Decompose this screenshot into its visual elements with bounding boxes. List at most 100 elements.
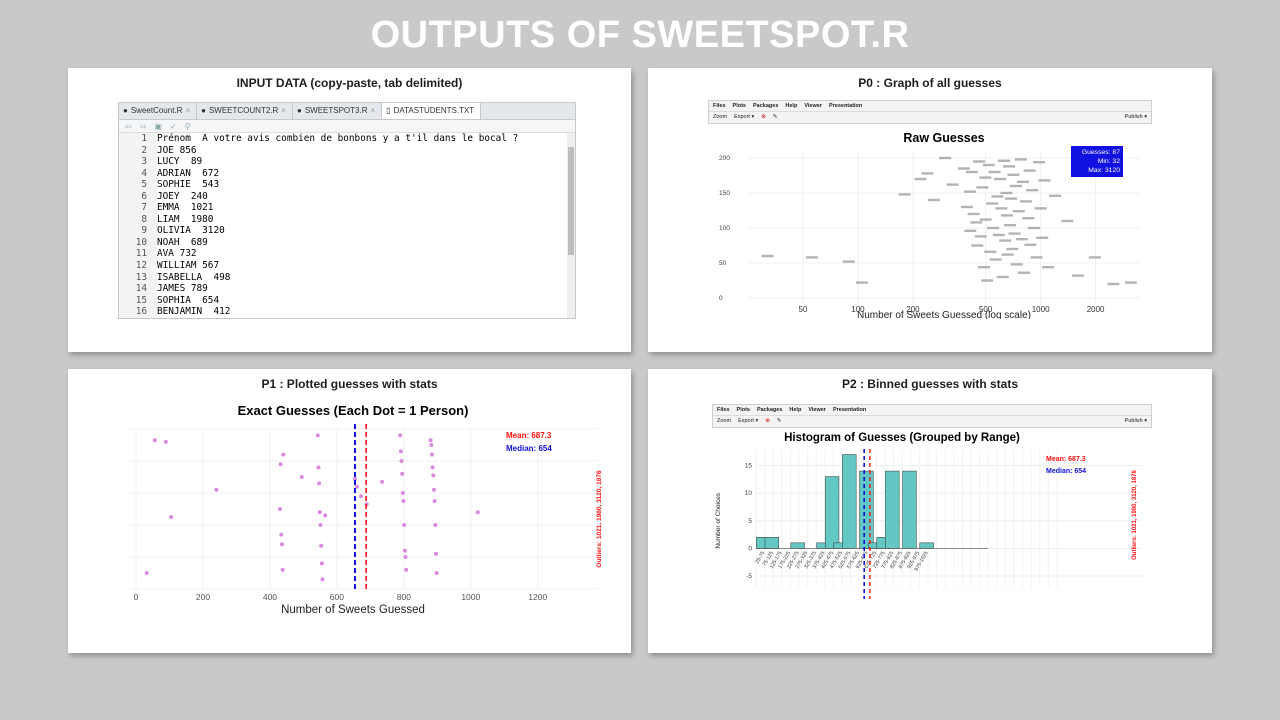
data-point: [401, 499, 406, 503]
data-point: [315, 433, 320, 438]
line-number: 14: [119, 283, 157, 295]
point-label: [1007, 173, 1020, 176]
data-point: [400, 491, 405, 495]
point-label: [963, 190, 976, 193]
tab-presentation[interactable]: Presentation: [828, 103, 863, 109]
data-point: [317, 510, 322, 515]
export-button[interactable]: Export ▾: [738, 418, 759, 424]
point-label: [1000, 214, 1013, 217]
point-label: [1049, 194, 1062, 197]
point-label: [987, 226, 1000, 230]
remove-plot-icon[interactable]: ⊗: [761, 114, 766, 120]
close-icon[interactable]: ×: [185, 106, 191, 115]
line-number: 15: [119, 294, 157, 307]
editor-tab[interactable]: ● SweetCount.R ×: [119, 103, 198, 119]
tab-packages[interactable]: Packages: [757, 407, 783, 413]
data-point: [354, 484, 359, 489]
data-point: [163, 439, 168, 444]
tab-help[interactable]: Help: [789, 407, 802, 413]
line-text: ADRIAN 672: [157, 167, 220, 179]
data-point: [428, 438, 433, 443]
point-label: [842, 260, 855, 263]
forward-icon[interactable]: ⇨: [139, 121, 147, 131]
publish-button[interactable]: Publish ▾: [1124, 418, 1147, 424]
data-point: [316, 465, 321, 470]
point-label: [965, 170, 978, 174]
tab-plots[interactable]: Plots: [736, 407, 750, 413]
tab-presentation[interactable]: Presentation: [832, 407, 867, 413]
point-label: [1088, 256, 1101, 259]
zoom-button[interactable]: Zoom: [717, 418, 732, 424]
editor-toolbar: ⇦ ⇨ ▣ ✓ ⚲: [119, 120, 575, 133]
search-icon[interactable]: ⚲: [184, 121, 191, 131]
text-file-icon: ▯: [386, 106, 391, 115]
point-label: [1024, 243, 1037, 246]
data-point: [279, 532, 284, 537]
tab-packages[interactable]: Packages: [753, 103, 779, 109]
zoom-button[interactable]: Zoom: [713, 114, 728, 120]
rstudio-tabs: Files Plots Packages Help Viewer Present…: [713, 405, 1151, 416]
scrollbar-thumb[interactable]: [568, 147, 574, 255]
data-point: [323, 513, 328, 518]
point-label: [971, 244, 984, 247]
data-point: [352, 476, 357, 481]
close-icon[interactable]: ×: [281, 106, 286, 115]
remove-plot-icon[interactable]: ⊗: [765, 418, 770, 424]
point-label: [1012, 210, 1025, 213]
r-file-icon: ●: [201, 106, 206, 115]
data-point: [403, 555, 408, 559]
x-tick-label: 200: [906, 305, 920, 314]
tab-help[interactable]: Help: [785, 103, 798, 109]
tab-viewer[interactable]: Viewer: [804, 103, 822, 109]
data-point: [434, 571, 439, 575]
data-point: [402, 548, 407, 553]
point-label: [1026, 189, 1039, 192]
line-number: 12: [119, 260, 157, 272]
close-icon[interactable]: ×: [370, 106, 376, 115]
y-tick-label: 5: [748, 518, 752, 525]
data-point: [281, 452, 286, 457]
editor-tab[interactable]: ● SWEETSPOT3.R ×: [293, 103, 383, 119]
tab-viewer[interactable]: Viewer: [808, 407, 826, 413]
point-label: [1022, 217, 1035, 220]
line-number: 4: [119, 167, 157, 180]
point-label: [979, 176, 992, 179]
export-button[interactable]: Export ▾: [734, 114, 755, 120]
spellcheck-icon[interactable]: ✓: [169, 121, 177, 131]
line-text: SOPHIE 543: [157, 179, 220, 191]
data-point: [280, 567, 285, 572]
data-point: [318, 523, 323, 527]
code-line: 1 Prénom A votre avis combien de bonbons …: [119, 133, 575, 145]
code-line: 15 SOPHIA 654: [119, 294, 575, 307]
histogram-bar: [919, 542, 934, 549]
point-label: [978, 266, 991, 269]
p2-panel: P2 : Binned guesses with stats Files Plo…: [648, 369, 1212, 653]
tab-files[interactable]: Files: [713, 103, 726, 109]
chart-title: Raw Guesses: [903, 131, 984, 145]
point-label: [979, 218, 992, 221]
editor-tab-active[interactable]: ▯ DATASTUDENTS.TXT: [382, 103, 482, 119]
code-area[interactable]: 1 Prénom A votre avis combien de bonbons …: [119, 133, 575, 318]
code-line: 11 AVA 732: [119, 248, 575, 261]
tab-files[interactable]: Files: [717, 407, 730, 413]
code-line: 2 JOE 856: [119, 144, 575, 157]
y-tick-label: 0: [748, 545, 752, 552]
point-label: [1003, 165, 1016, 168]
broom-icon[interactable]: ✎: [772, 114, 778, 120]
tab-plots[interactable]: Plots: [732, 103, 746, 109]
publish-button[interactable]: Publish ▾: [1124, 114, 1147, 120]
mean-label: Mean: 687.3: [506, 431, 552, 440]
y-axis-label: Number of Choices: [715, 492, 722, 548]
line-text: WILLIAM 567: [157, 260, 220, 272]
save-icon[interactable]: ▣: [154, 121, 162, 131]
line-number: 9: [119, 225, 157, 237]
x-tick-label: 500: [979, 305, 993, 314]
stats-box: [1071, 146, 1123, 177]
back-icon[interactable]: ⇦: [125, 121, 132, 131]
editor-tab[interactable]: ● SWEETCOUNT2.R ×: [197, 103, 293, 119]
vertical-scrollbar[interactable]: [567, 133, 575, 318]
point-label: [984, 250, 997, 253]
data-point: [433, 551, 438, 556]
point-label: [946, 183, 959, 186]
broom-icon[interactable]: ✎: [776, 418, 782, 424]
